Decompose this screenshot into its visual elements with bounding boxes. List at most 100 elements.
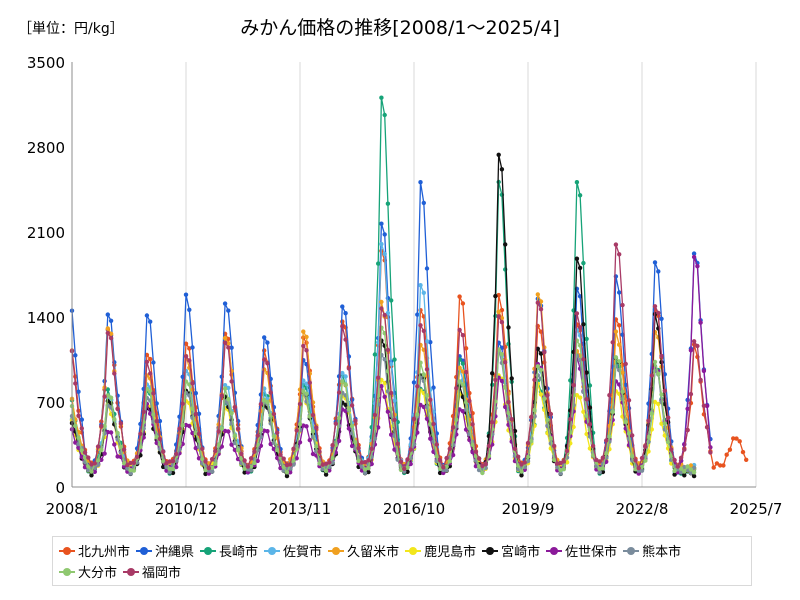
- data-point: [538, 392, 544, 397]
- data-point: [95, 444, 101, 449]
- data-point: [86, 455, 91, 460]
- data-point: [672, 472, 677, 477]
- legend-swatch: [59, 546, 75, 555]
- data-point: [408, 447, 413, 452]
- legend-swatch: [405, 546, 422, 555]
- data-point: [222, 386, 228, 391]
- data-point: [183, 422, 189, 428]
- legend-swatch: [623, 546, 640, 555]
- data-point: [678, 466, 684, 471]
- data-point: [532, 377, 537, 383]
- data-point: [424, 266, 430, 271]
- data-point: [581, 409, 586, 414]
- data-point: [187, 307, 192, 312]
- data-point: [457, 294, 462, 299]
- data-point: [656, 310, 661, 316]
- data-point: [698, 320, 703, 325]
- data-point: [617, 290, 622, 295]
- data-point: [463, 427, 469, 432]
- data-point: [649, 373, 654, 378]
- data-point: [112, 417, 117, 422]
- data-point: [128, 471, 133, 476]
- data-point: [170, 466, 176, 472]
- data-point: [379, 299, 384, 305]
- data-point: [304, 391, 309, 396]
- data-point: [222, 340, 228, 345]
- data-point: [558, 471, 563, 476]
- data-point: [701, 403, 707, 408]
- data-point: [424, 416, 430, 421]
- chart-legend: 北九州市 沖縄県 長崎市 佐賀市 久留米市 鹿児島市 宮崎市 佐世保市 熊本市 大分市 福岡市: [52, 536, 752, 586]
- legend-label: 鹿児島市: [424, 545, 477, 560]
- data-point: [431, 421, 436, 427]
- y-tick-label: 1400: [27, 309, 65, 327]
- data-point: [281, 464, 286, 470]
- data-point: [255, 458, 260, 464]
- data-point: [268, 390, 273, 395]
- data-point: [193, 391, 198, 396]
- data-point: [376, 261, 381, 266]
- data-point: [108, 318, 114, 323]
- data-point: [385, 347, 391, 353]
- data-point: [95, 462, 101, 467]
- data-point: [431, 385, 436, 390]
- data-point: [366, 458, 371, 463]
- data-point: [467, 398, 472, 404]
- data-point: [307, 437, 312, 443]
- data-point: [564, 448, 570, 454]
- data-point: [444, 455, 449, 461]
- data-point: [327, 460, 332, 465]
- data-point: [262, 357, 267, 362]
- data-point: [402, 466, 407, 471]
- data-point: [213, 448, 218, 454]
- data-point: [301, 343, 306, 349]
- data-point: [183, 354, 189, 359]
- data-point: [411, 416, 417, 422]
- x-tick-label: 2022/8: [616, 500, 669, 518]
- data-point: [519, 473, 524, 478]
- data-point: [291, 458, 296, 463]
- data-point: [248, 464, 254, 469]
- data-point: [421, 200, 426, 206]
- data-point: [379, 221, 384, 226]
- x-tick-label: 2016/10: [383, 500, 445, 518]
- data-point: [389, 432, 394, 437]
- legend-swatch: [59, 567, 75, 576]
- data-point: [102, 394, 107, 399]
- data-point: [610, 409, 615, 415]
- data-point: [232, 405, 238, 410]
- data-point: [317, 449, 322, 454]
- data-point: [196, 431, 202, 436]
- data-point: [190, 430, 195, 436]
- data-point: [460, 361, 466, 366]
- data-point: [200, 456, 205, 462]
- data-point: [144, 359, 150, 365]
- data-point: [685, 428, 690, 433]
- legend-item: 熊本市: [623, 540, 681, 561]
- data-point: [356, 445, 361, 451]
- y-tick-label: 0: [55, 479, 65, 497]
- data-point: [242, 470, 247, 475]
- data-point: [617, 359, 622, 364]
- data-point: [92, 461, 98, 466]
- data-point: [271, 434, 277, 439]
- data-point: [688, 391, 694, 397]
- data-point: [535, 364, 540, 369]
- data-point: [421, 404, 426, 410]
- data-point: [551, 443, 557, 449]
- data-point: [652, 359, 658, 365]
- data-point: [89, 473, 94, 478]
- data-point: [519, 462, 524, 467]
- data-point: [379, 95, 384, 100]
- data-point: [297, 401, 303, 407]
- data-point: [626, 431, 632, 436]
- data-point: [421, 328, 426, 334]
- data-point: [389, 298, 394, 303]
- data-point: [323, 468, 329, 474]
- data-point: [577, 325, 583, 330]
- data-point: [121, 447, 127, 452]
- data-point: [89, 469, 94, 474]
- legend-item: 佐賀市: [264, 540, 322, 561]
- data-point: [450, 452, 456, 458]
- series-line: [71, 97, 695, 475]
